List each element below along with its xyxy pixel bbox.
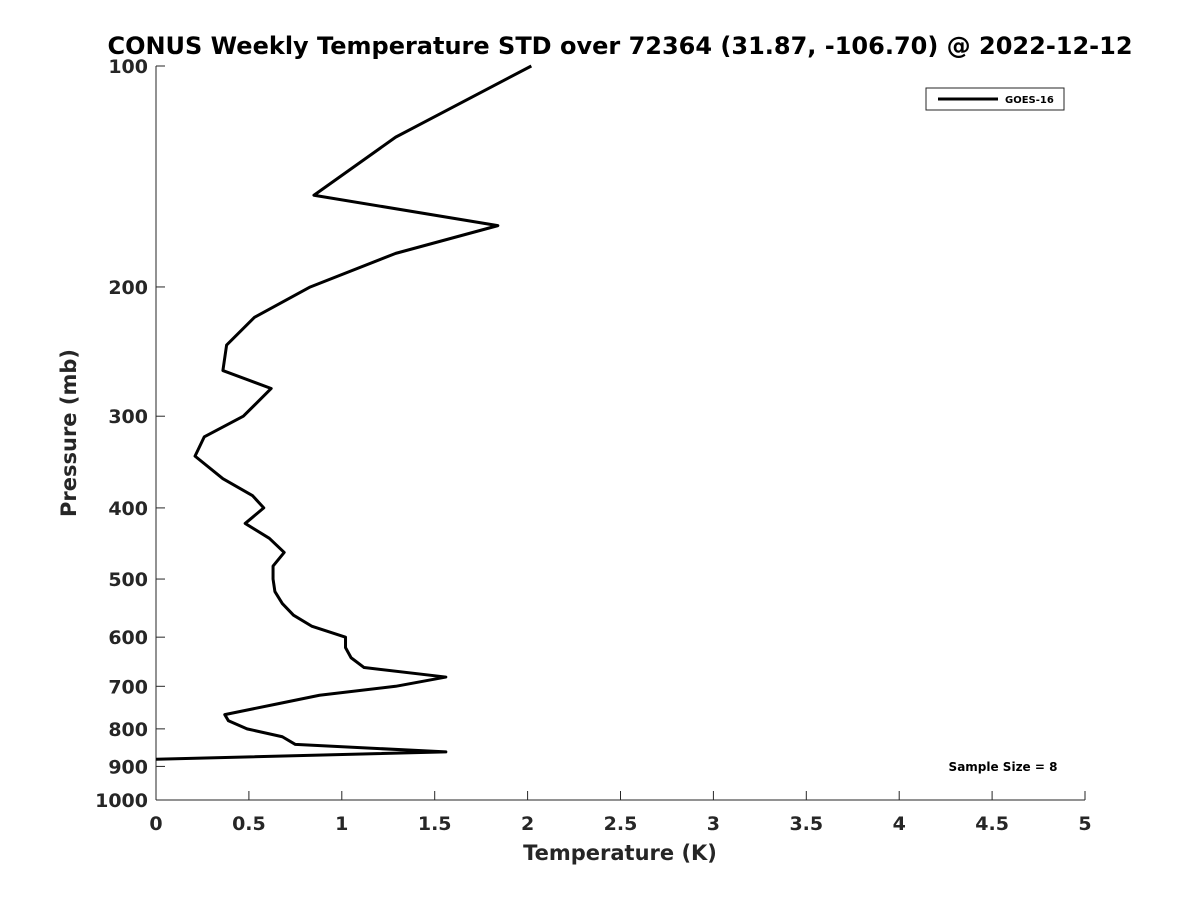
y-tick-label: 400 xyxy=(108,498,148,520)
x-tick-label: 2 xyxy=(521,813,534,835)
y-tick-label: 900 xyxy=(108,756,148,778)
y-tick-label: 700 xyxy=(108,676,148,698)
x-tick-label: 5 xyxy=(1078,813,1091,835)
y-tick-label: 1000 xyxy=(95,790,148,812)
sample-size-annotation: Sample Size = 8 xyxy=(949,760,1058,774)
x-axis-label: Temperature (K) xyxy=(523,841,717,865)
x-tick-label: 4.5 xyxy=(975,813,1009,835)
x-tick-label: 3 xyxy=(707,813,720,835)
y-tick-label: 200 xyxy=(108,277,148,299)
series-line xyxy=(155,64,533,761)
series-layer xyxy=(155,64,533,761)
y-tick-label: 100 xyxy=(108,56,148,78)
y-ticks: 100 200 300 400 500 600 700 800 900 1000 xyxy=(95,56,165,812)
x-ticks: 0 0.5 1 1.5 2 2.5 3 3.5 4 4.5 5 xyxy=(149,791,1092,835)
x-tick-label: 4 xyxy=(893,813,906,835)
y-axis-label: Pressure (mb) xyxy=(57,349,81,517)
legend: GOES-16 xyxy=(925,87,1065,111)
chart-title: CONUS Weekly Temperature STD over 72364 … xyxy=(107,32,1132,60)
y-tick-label: 500 xyxy=(108,569,148,591)
x-tick-label: 2.5 xyxy=(604,813,638,835)
x-tick-label: 1 xyxy=(335,813,348,835)
x-tick-label: 0 xyxy=(149,813,162,835)
axes xyxy=(155,66,1085,801)
x-tick-label: 1.5 xyxy=(418,813,452,835)
x-tick-label: 0.5 xyxy=(232,813,266,835)
y-tick-label: 800 xyxy=(108,719,148,741)
y-tick-label: 300 xyxy=(108,406,148,428)
legend-label: GOES-16 xyxy=(1005,95,1054,106)
x-tick-label: 3.5 xyxy=(789,813,823,835)
y-tick-label: 600 xyxy=(108,627,148,649)
